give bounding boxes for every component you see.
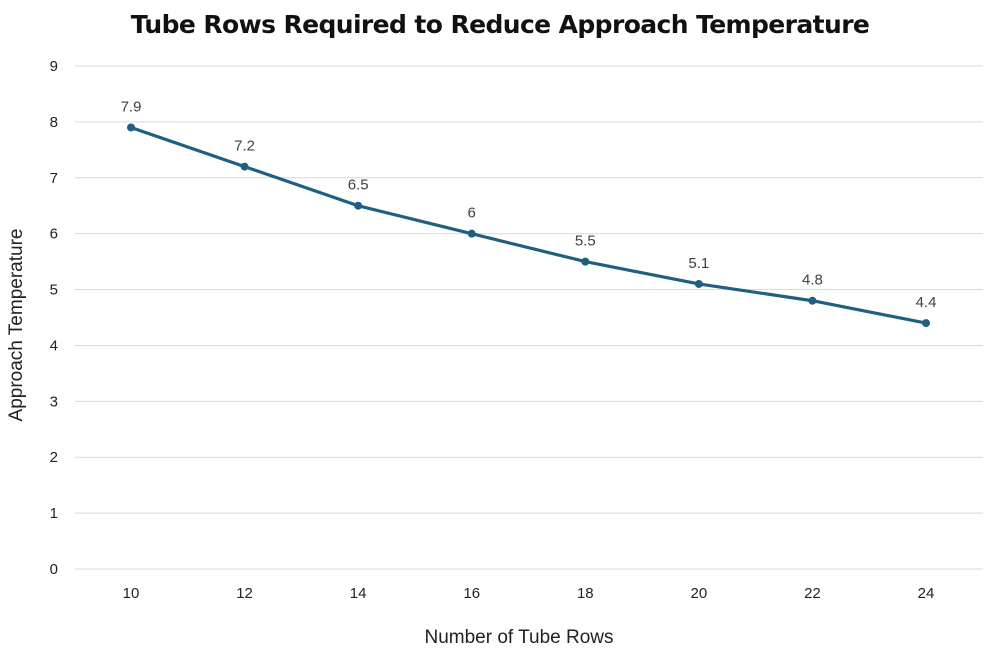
- x-tick-label: 24: [918, 585, 935, 602]
- x-axis-ticks: 10 12 14 16 18 20 22 24: [123, 585, 935, 602]
- data-point: [127, 123, 135, 132]
- data-label: 6.5: [348, 177, 369, 194]
- data-label: 7.9: [121, 98, 142, 115]
- x-tick-label: 22: [804, 585, 821, 602]
- x-tick-label: 12: [236, 585, 253, 602]
- data-point: [467, 229, 476, 238]
- gridlines: [75, 65, 983, 570]
- data-label: 4.4: [916, 294, 937, 311]
- y-tick-label: 0: [50, 561, 58, 578]
- data-labels: 7.9 7.2 6.5 6 5.5 5.1 4.8 4.4: [121, 98, 937, 311]
- y-tick-label: 9: [50, 58, 58, 75]
- data-label: 7.2: [234, 138, 255, 155]
- y-tick-label: 3: [50, 393, 58, 410]
- x-tick-label: 14: [350, 585, 367, 602]
- data-point: [240, 162, 249, 171]
- series-layer: [127, 123, 930, 328]
- data-point: [808, 296, 817, 305]
- series-line: [129, 125, 928, 325]
- data-point: [922, 319, 930, 328]
- y-tick-label: 2: [50, 449, 58, 466]
- y-axis-title: Approach Temperature: [6, 229, 27, 422]
- data-point: [354, 201, 363, 210]
- y-tick-label: 7: [50, 170, 58, 187]
- data-label: 4.8: [802, 272, 823, 289]
- data-point: [581, 257, 590, 266]
- y-axis-ticks: 0 1 2 3 4 5 6 7 8 9: [50, 58, 58, 578]
- x-tick-label: 20: [691, 585, 708, 602]
- chart-title: Tube Rows Required to Reduce Approach Te…: [130, 10, 870, 39]
- data-point: [694, 279, 703, 288]
- x-tick-label: 18: [577, 585, 594, 602]
- y-tick-label: 6: [50, 226, 58, 243]
- y-tick-label: 8: [50, 114, 58, 131]
- y-tick-label: 1: [50, 505, 58, 522]
- data-label: 6: [468, 205, 476, 222]
- data-label: 5.1: [688, 255, 709, 272]
- x-tick-label: 10: [123, 585, 140, 602]
- x-tick-label: 16: [463, 585, 480, 602]
- y-tick-label: 4: [50, 337, 58, 354]
- x-axis-title: Number of Tube Rows: [424, 627, 613, 648]
- data-label: 5.5: [575, 233, 596, 250]
- y-tick-label: 5: [50, 282, 58, 299]
